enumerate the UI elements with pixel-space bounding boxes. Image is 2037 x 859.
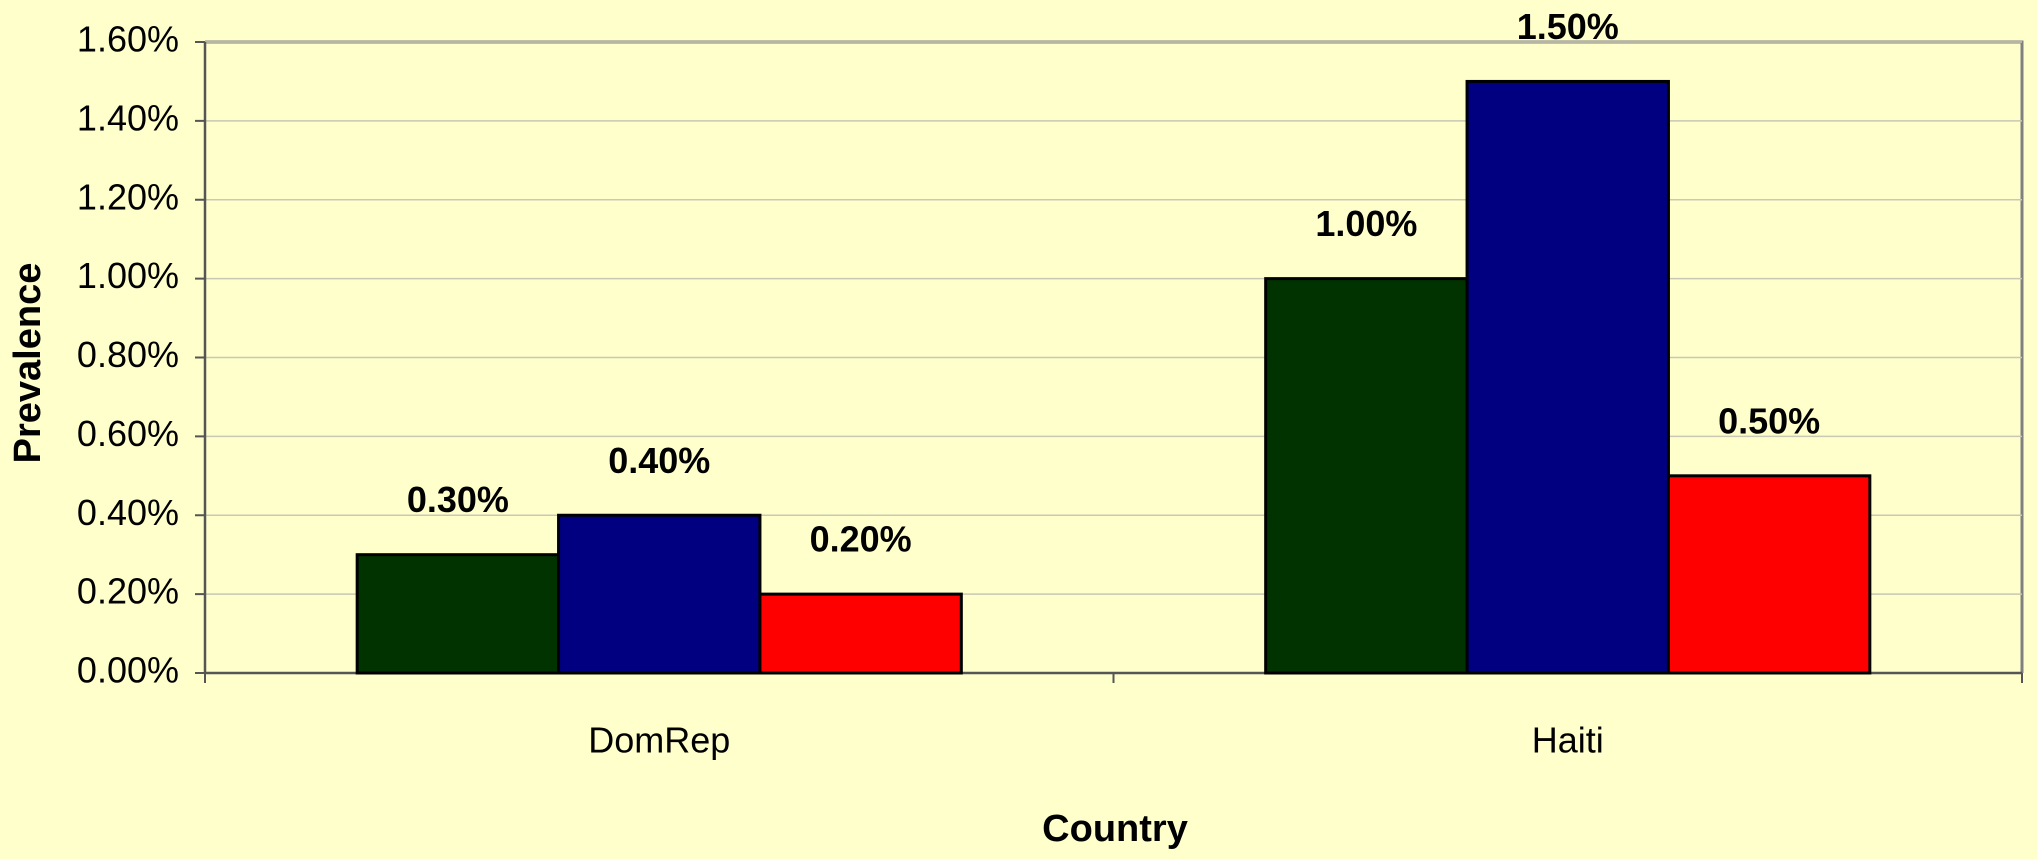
- y-tick-label: 0.00%: [77, 650, 179, 691]
- bar: [557, 513, 762, 675]
- y-tick-label: 0.40%: [77, 492, 179, 533]
- x-axis-title: Country: [1042, 808, 1188, 850]
- y-tick-label: 1.40%: [77, 97, 179, 138]
- bar: [1264, 277, 1469, 675]
- bar: [1666, 474, 1872, 675]
- value-label: 0.30%: [407, 479, 509, 520]
- value-label: 0.50%: [1718, 400, 1820, 441]
- value-label: 1.00%: [1315, 203, 1417, 244]
- x-tick-label: DomRep: [588, 720, 730, 761]
- y-tick-label: 1.60%: [77, 19, 179, 60]
- bar: [1465, 79, 1670, 675]
- bar: [758, 592, 963, 675]
- value-label: 0.20%: [810, 519, 912, 560]
- bar: [355, 553, 561, 675]
- y-tick-label: 0.80%: [77, 334, 179, 375]
- y-tick-label: 1.20%: [77, 176, 179, 217]
- y-axis-title: Prevalence: [7, 263, 49, 464]
- value-label: 1.50%: [1517, 6, 1619, 47]
- value-label: 0.40%: [608, 440, 710, 481]
- x-tick-label: Haiti: [1532, 720, 1604, 761]
- y-tick-label: 0.20%: [77, 571, 179, 612]
- y-tick-label: 1.00%: [77, 255, 179, 296]
- y-tick-label: 0.60%: [77, 413, 179, 454]
